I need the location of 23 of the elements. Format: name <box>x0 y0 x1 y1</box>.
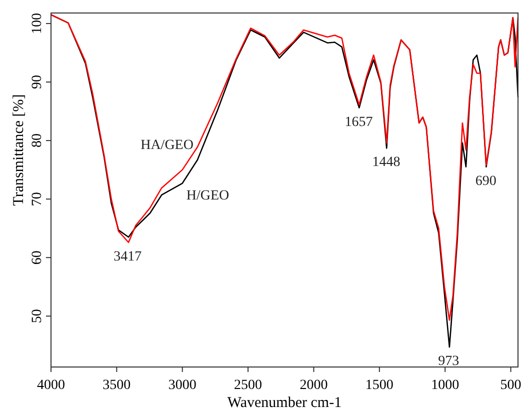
x-tick-label: 2000 <box>300 378 328 393</box>
x-tick-label: 1500 <box>365 378 394 393</box>
y-tick-label: 100 <box>30 13 45 34</box>
y-tick-label: 90 <box>30 75 45 90</box>
y-tick-label: 60 <box>30 250 45 265</box>
y-tick-label: 50 <box>30 309 45 324</box>
series-label: HA/GEO <box>140 138 194 153</box>
annotation: 1448 <box>372 155 400 170</box>
x-tick-label: 4000 <box>37 378 65 393</box>
annotation: 973 <box>438 354 460 370</box>
x-axis-title: Wavenumber cm-1 <box>227 395 342 411</box>
y-axis-title: Transmittance [%] <box>11 94 27 206</box>
x-tick-label: 3500 <box>102 378 131 393</box>
x-tick-label: 1000 <box>431 378 460 393</box>
series-label: H/GEO <box>186 188 230 204</box>
annotation: 3417 <box>114 249 142 264</box>
y-tick-label: 70 <box>30 192 45 206</box>
y-tick-label: 80 <box>30 134 45 148</box>
x-tick-label: 3000 <box>168 378 196 393</box>
annotation: 1657 <box>344 114 373 130</box>
x-tick-label: 2500 <box>234 378 262 393</box>
annotation: 690 <box>475 174 496 189</box>
x-tick-label: 500 <box>500 378 522 393</box>
